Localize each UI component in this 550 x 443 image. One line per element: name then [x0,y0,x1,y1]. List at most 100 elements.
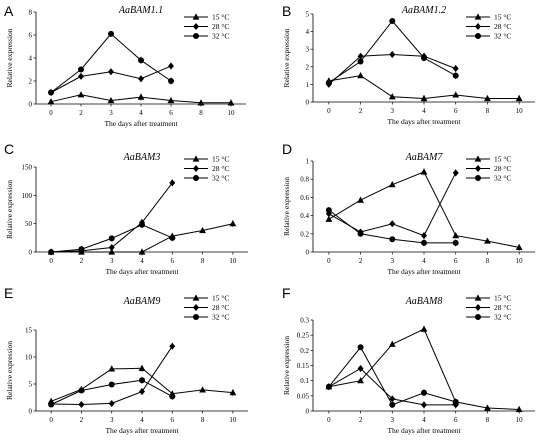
data-point [357,344,364,351]
data-point [420,168,428,175]
data-point [389,236,396,243]
data-point [357,230,364,237]
x-axis-label: The days after treatment [105,426,179,435]
data-point [421,232,427,240]
legend-marker [192,294,200,301]
data-point [78,72,84,80]
x-axis-label: The days after treatment [104,119,178,128]
series-circle [325,344,459,408]
data-point [325,79,332,86]
y-tick-label: 1 [306,81,310,89]
data-point [168,62,174,70]
legend-label: 28 °C [494,22,511,31]
y-tick-label: 0.05 [297,392,310,400]
series-line [50,367,233,402]
series-diamond [48,62,174,96]
data-point [108,235,115,242]
data-point [78,401,85,409]
x-tick-label: 8 [199,109,203,117]
data-point [452,232,460,239]
legend-label: 28 °C [212,164,229,173]
y-tick-label: 0 [29,101,33,109]
data-point [229,389,237,396]
panel-letter: D [282,141,292,157]
x-tick-label: 2 [79,109,83,117]
data-point [78,246,85,253]
x-tick-label: 2 [80,257,84,265]
y-tick-label: 0.2 [300,347,309,355]
legend: 15 °C28 °C32 °C [184,294,229,322]
series-circle [48,30,174,96]
data-point [452,91,460,98]
x-axis-label: The days after treatment [105,267,179,276]
data-point [420,94,428,102]
series-diamond [325,50,459,88]
data-point [452,72,459,79]
x-tick-label: 6 [171,416,175,424]
y-tick-label: 0.4 [300,212,309,220]
data-point [167,96,175,104]
legend-marker [193,175,199,181]
y-tick-label: 6 [29,32,33,40]
data-point [515,94,523,102]
x-tick-label: 10 [516,107,524,115]
data-point [138,248,146,255]
x-tick-label: 4 [140,416,144,424]
legend: 15 °C28 °C32 °C [184,155,229,183]
data-point [139,221,145,228]
x-axis-label: The days after treatment [387,267,461,276]
legend-label: 32 °C [494,174,511,183]
data-point [484,94,491,102]
x-tick-label: 3 [391,416,395,424]
x-tick-label: 6 [454,107,458,115]
data-point [108,68,114,76]
legend-marker [474,155,482,162]
series-line [50,33,172,93]
y-tick-label: 0.2 [300,230,309,238]
x-tick-label: 6 [454,257,458,265]
x-tick-label: 10 [228,109,236,117]
x-tick-label: 10 [516,416,524,424]
data-point [138,57,144,64]
data-point [48,401,55,408]
panel-a: A AaBAM1.1 0 2 3 4 6 8 10 0 2 4 6 8 The days after tre… [4,3,246,128]
legend-marker [193,23,199,30]
x-tick-label: 10 [229,416,237,424]
legend-label: 28 °C [212,303,229,312]
panel-f: F AaBAM8 0 2 3 4 6 8 10 0 0.05 0.1 0.15 0.2 0.25 0.3 The… [282,285,535,435]
data-point [452,65,459,73]
legend: 15 °C28 °C32 °C [184,13,229,41]
legend-marker [193,33,199,39]
series-triangle [325,168,523,251]
y-tick-label: 0 [306,408,310,416]
data-point [325,383,332,390]
y-tick-label: 150 [22,164,33,172]
x-tick-label: 4 [422,416,426,424]
data-point [47,98,55,105]
x-tick-label: 6 [454,416,458,424]
y-tick-label: 5 [29,381,33,389]
data-point [108,381,115,388]
x-tick-label: 3 [391,257,395,265]
data-point [388,93,396,100]
x-tick-label: 8 [486,107,490,115]
legend-marker [475,165,481,172]
data-point [357,72,364,79]
data-point [515,405,523,413]
data-point [357,58,364,65]
y-tick-label: 0.25 [297,332,310,340]
data-point [138,75,144,83]
x-axis-label: The days after treatment [387,426,461,435]
legend-label: 15 °C [494,294,511,303]
data-point [108,399,115,407]
data-point [388,181,396,188]
x-tick-label: 8 [201,416,205,424]
data-point [420,325,428,332]
legend: 15 °C28 °C32 °C [466,13,511,41]
legend-label: 15 °C [212,294,229,303]
data-point [357,377,364,384]
x-tick-label: 2 [359,416,363,424]
series-triangle [47,91,235,107]
